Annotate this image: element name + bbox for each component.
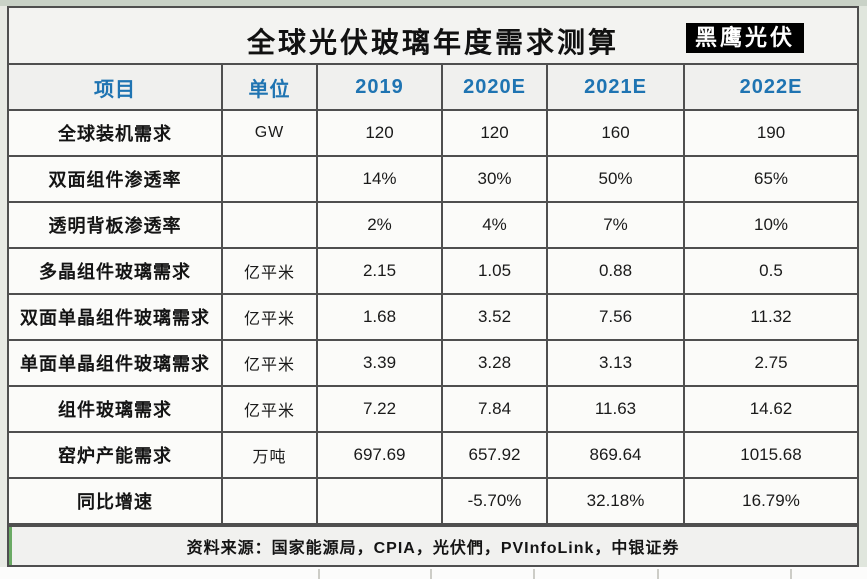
header-2019: 2019 [318,65,443,109]
page-title: 全球光伏玻璃年度需求测算 [246,27,619,58]
cell-2020e: -5.70% [443,479,548,523]
row-label: 双面组件渗透率 [9,157,223,201]
cell-2021e: 0.88 [548,249,685,293]
cell-2020e: 3.52 [443,295,548,339]
cell-2020e: 30% [443,157,548,201]
row-label: 同比增速 [9,479,223,523]
cell-2022e: 16.79% [742,491,800,510]
header-item: 项目 [9,65,223,109]
table-row: 全球装机需求 GW 120 120 160 190 [9,111,857,157]
cell-2022e: 65% [753,169,789,188]
table-row: 同比增速 -5.70% 32.18% 16.79% [9,479,857,525]
table-row: 组件玻璃需求 亿平米 7.22 7.84 11.63 14.62 [9,387,857,433]
cell-2020e: 1.05 [443,249,548,293]
sheet-top-margin [0,0,867,6]
row-unit [223,157,318,201]
cell-2019: 1.68 [318,295,443,339]
table-row: 单面单晶组件玻璃需求 亿平米 3.39 3.28 3.13 2.75 [9,341,857,387]
row-unit: 亿平米 [223,387,318,431]
cell-2020e: 4% [443,203,548,247]
cell-2021e: 3.13 [548,341,685,385]
row-unit: 亿平米 [223,249,318,293]
row-unit: 亿平米 [223,341,318,385]
blackhawk-pv-logo: 黑鹰光伏 [685,23,804,53]
cell-2021e: 160 [548,111,685,155]
cell-2020e: 657.92 [443,433,548,477]
row-label: 单面单晶组件玻璃需求 [9,341,223,385]
cell-2019: 2.15 [318,249,443,293]
table-row: 双面组件渗透率 14% 30% 50% 65% [9,157,857,203]
row-label: 双面单晶组件玻璃需求 [9,295,223,339]
cell-2019: 14% [318,157,443,201]
cell-2022e: 10% [753,215,789,234]
gridline-tick [430,569,432,579]
row-label: 全球装机需求 [9,111,223,155]
cell-2019: 697.69 [318,433,443,477]
cell-2020e: 7.84 [443,387,548,431]
cell-2019: 7.22 [318,387,443,431]
header-unit: 单位 [223,65,318,109]
cell-2022e: 2.75 [754,353,788,372]
row-unit: 亿平米 [223,295,318,339]
row-unit [223,479,318,523]
row-label: 组件玻璃需求 [9,387,223,431]
cell-2021e: 11.63 [548,387,685,431]
cell-2021e: 50% [548,157,685,201]
header-2021e: 2021E [548,65,685,109]
header-2022e: 2022E [739,75,803,98]
cell-2019: 2% [318,203,443,247]
cell-2022e: 0.5 [759,261,783,280]
cell-2022e: 14.62 [749,399,793,418]
source-footer: 资料来源：国家能源局，CPIA，光伏們，PVInfoLink，中银证券 [9,525,857,565]
table-row: 双面单晶组件玻璃需求 亿平米 1.68 3.52 7.56 11.32 [9,295,857,341]
gridline-tick [533,569,535,579]
row-unit: 万吨 [223,433,318,477]
cell-2021e: 7.56 [548,295,685,339]
cell-2022e: 1015.68 [740,445,802,464]
cell-2019 [318,479,443,523]
row-label: 多晶组件玻璃需求 [9,249,223,293]
table-sheet: 全球光伏玻璃年度需求测算 黑鹰光伏 项目 单位 2019 2020E 2021E… [7,6,859,567]
table-row: 窑炉产能需求 万吨 697.69 657.92 869.64 1015.68 [9,433,857,479]
row-unit: GW [223,111,318,155]
sheet-right-margin [859,6,867,567]
row-unit [223,203,318,247]
gridline-tick [790,569,792,579]
source-note: 资料来源：国家能源局，CPIA，光伏們，PVInfoLink，中银证券 [186,540,680,557]
cell-2019: 120 [318,111,443,155]
cell-2020e: 3.28 [443,341,548,385]
table-row: 多晶组件玻璃需求 亿平米 2.15 1.05 0.88 0.5 [9,249,857,295]
row-label: 窑炉产能需求 [9,433,223,477]
cell-2022e: 11.32 [750,307,792,326]
row-label: 透明背板渗透率 [9,203,223,247]
cell-2022e: 190 [756,123,786,142]
cell-2021e: 32.18% [548,479,685,523]
title-block: 全球光伏玻璃年度需求测算 黑鹰光伏 [9,8,857,65]
gridline-tick [657,569,659,579]
gridline-tick [318,569,320,579]
header-2020e: 2020E [443,65,548,109]
cell-2021e: 869.64 [548,433,685,477]
table-header-row: 项目 单位 2019 2020E 2021E 2022E [9,65,857,111]
cell-2020e: 120 [443,111,548,155]
table-row: 透明背板渗透率 2% 4% 7% 10% [9,203,857,249]
cell-2021e: 7% [548,203,685,247]
cell-2019: 3.39 [318,341,443,385]
sheet-left-margin [0,6,7,567]
partial-next-row-strip [0,567,867,579]
